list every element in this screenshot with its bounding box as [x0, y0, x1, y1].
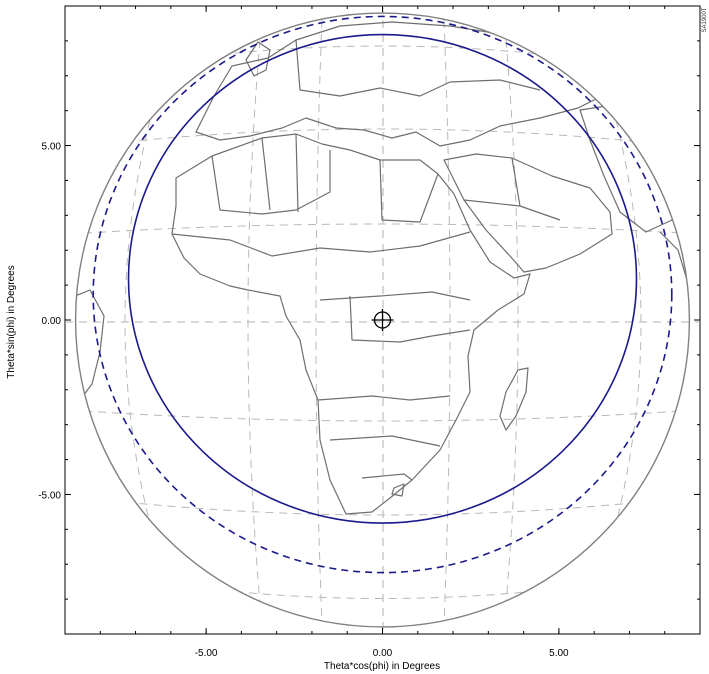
parallel-line: [75, 409, 690, 422]
x-tick-label: 0.00: [373, 648, 393, 659]
y-axis-title: Theta*sin(phi) in Degrees: [6, 265, 17, 378]
y-tick-label: -5.00: [38, 490, 61, 501]
arabian-peninsula-outline: [443, 153, 613, 273]
border-line: [295, 39, 541, 97]
satellite-id-label: SA1900T: [702, 7, 708, 32]
y-tick-label: 0.00: [42, 316, 62, 327]
meridian-line: [247, 39, 261, 605]
boresight-crosshair-icon: [371, 309, 394, 331]
x-axis-ticks: -5.00 0.00 5.00: [64, 6, 701, 659]
earth-disk-outline: [74, 12, 691, 628]
meridian-line: [443, 19, 451, 625]
coverage-contour-solid: [127, 33, 638, 524]
x-tick-label: 5.00: [549, 648, 569, 659]
x-axis-title: Theta*cos(phi) in Degrees: [324, 661, 440, 672]
meridian-line: [615, 119, 642, 525]
border-line: [317, 395, 451, 447]
y-axis-ticks: 5.00 0.00 -5.00: [38, 5, 700, 635]
border-line: [171, 231, 471, 257]
meridian-line: [505, 39, 519, 605]
parallel-line: [75, 223, 690, 235]
x-tick-label: -5.00: [195, 648, 218, 659]
parallel-line: [75, 495, 690, 516]
europe-outline: [195, 21, 611, 147]
border-line: [361, 473, 413, 497]
south-america-tip-outline: [75, 289, 105, 401]
meridian-line: [124, 119, 151, 525]
india-coast-outline: [659, 231, 690, 331]
madagascar-outline: [499, 367, 529, 431]
border-line: [211, 150, 331, 215]
africa-outline: [171, 133, 531, 515]
border-line: [319, 291, 471, 343]
meridian-line: [315, 19, 323, 625]
y-tick-label: 5.00: [42, 142, 62, 153]
border-line: [261, 133, 439, 223]
coverage-contour-dashed: [92, 15, 673, 574]
border-line: [463, 157, 561, 221]
parallel-line: [75, 128, 690, 149]
